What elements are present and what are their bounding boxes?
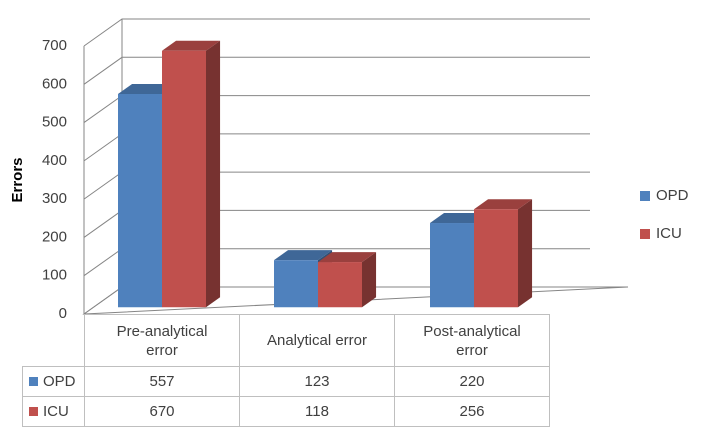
y-tick-label: 100 [42, 267, 67, 284]
bar [430, 223, 474, 308]
bar-top [274, 250, 333, 261]
data-table: Pre-analytical error Analytical error Post… [22, 314, 550, 427]
legend-label: ICU [656, 225, 682, 242]
legend-swatch [640, 229, 650, 239]
category-label: Pre-analytical error [84, 314, 240, 367]
bar [274, 260, 318, 308]
legend-swatch [29, 407, 38, 416]
value-cell: 123 [239, 366, 395, 397]
row-label: OPD [22, 366, 85, 397]
series-name: ICU [43, 403, 69, 420]
value-cell: 557 [84, 366, 240, 397]
bar-side [518, 199, 533, 308]
y-axis-label: Errors [9, 157, 26, 202]
bar-top [474, 199, 533, 210]
y-tick-label: 200 [42, 228, 67, 245]
bar-top [318, 252, 377, 263]
table-corner [22, 314, 85, 367]
bar [118, 93, 162, 308]
series-name: OPD [43, 373, 76, 390]
legend-label: OPD [656, 187, 689, 204]
bar [318, 262, 362, 308]
row-label: ICU [22, 396, 85, 427]
bar-top [118, 84, 177, 94]
table-row: OPD 557 123 220 [22, 366, 550, 397]
value-cell: 118 [239, 396, 395, 427]
bar [162, 50, 206, 308]
y-tick-label: 700 [42, 37, 67, 54]
y-tick-label: 400 [42, 152, 67, 169]
y-tick-label: 0 [59, 305, 67, 322]
y-tick-label: 500 [42, 114, 67, 131]
bar-top [430, 213, 489, 224]
category-label: Analytical error [239, 314, 395, 367]
bar [474, 209, 518, 308]
bar-top [162, 40, 221, 51]
bar-side [362, 252, 377, 308]
category-label: Post-analytical error [394, 314, 550, 367]
value-cell: 220 [394, 366, 550, 397]
grid-line [83, 56, 590, 85]
value-cell: 670 [84, 396, 240, 427]
bar-side [206, 40, 221, 308]
grid-line [83, 18, 590, 47]
legend-swatch [640, 191, 650, 201]
table-row: ICU 670 118 256 [22, 396, 550, 427]
value-cell: 256 [394, 396, 550, 427]
y-tick-label: 600 [42, 75, 67, 92]
y-tick-label: 300 [42, 190, 67, 207]
legend-swatch [29, 377, 38, 386]
